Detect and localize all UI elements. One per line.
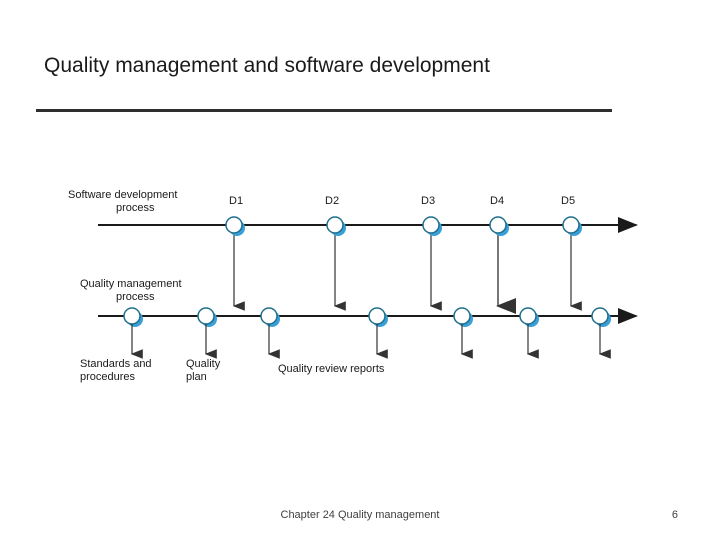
deliverable-node-d3 [422, 216, 442, 236]
deliverable-node-d5 [562, 216, 582, 236]
qm-node-standards [123, 307, 143, 327]
qm-node-plan [197, 307, 217, 327]
dev-process-label-line2: process [116, 202, 155, 214]
deliverable-label-d5: D5 [561, 195, 575, 207]
qm-node-review-1 [260, 307, 280, 327]
deliverable-label-d2: D2 [325, 195, 339, 207]
dev-process-label-line1: Software development [68, 189, 177, 201]
qm-node-review-5 [591, 307, 611, 327]
qm-process-label-line1: Quality management [80, 278, 182, 290]
deliverable-label-d4: D4 [490, 195, 504, 207]
review-reports-label: Quality review reports [278, 363, 385, 375]
deliverable-label-d1: D1 [229, 195, 243, 207]
qm-node-review-4 [519, 307, 539, 327]
plan-label-line2: plan [186, 371, 207, 383]
standards-label-line1: Standards and [80, 358, 152, 370]
title-divider [36, 109, 612, 112]
footer-chapter: Chapter 24 Quality management [280, 509, 440, 521]
deliverable-node-d1 [225, 216, 245, 236]
deliverable-node-d4 [489, 216, 509, 236]
page-number: 6 [671, 509, 678, 521]
deliverable-label-d3: D3 [421, 195, 435, 207]
standards-label-line2: procedures [80, 371, 136, 383]
plan-label-line1: Quality [186, 358, 221, 370]
qm-process-label-line2: process [116, 291, 155, 303]
qm-node-review-3 [453, 307, 473, 327]
slide-title: Quality management and software developm… [44, 54, 490, 77]
qm-node-review-2 [368, 307, 388, 327]
deliverable-node-d2 [326, 216, 346, 236]
